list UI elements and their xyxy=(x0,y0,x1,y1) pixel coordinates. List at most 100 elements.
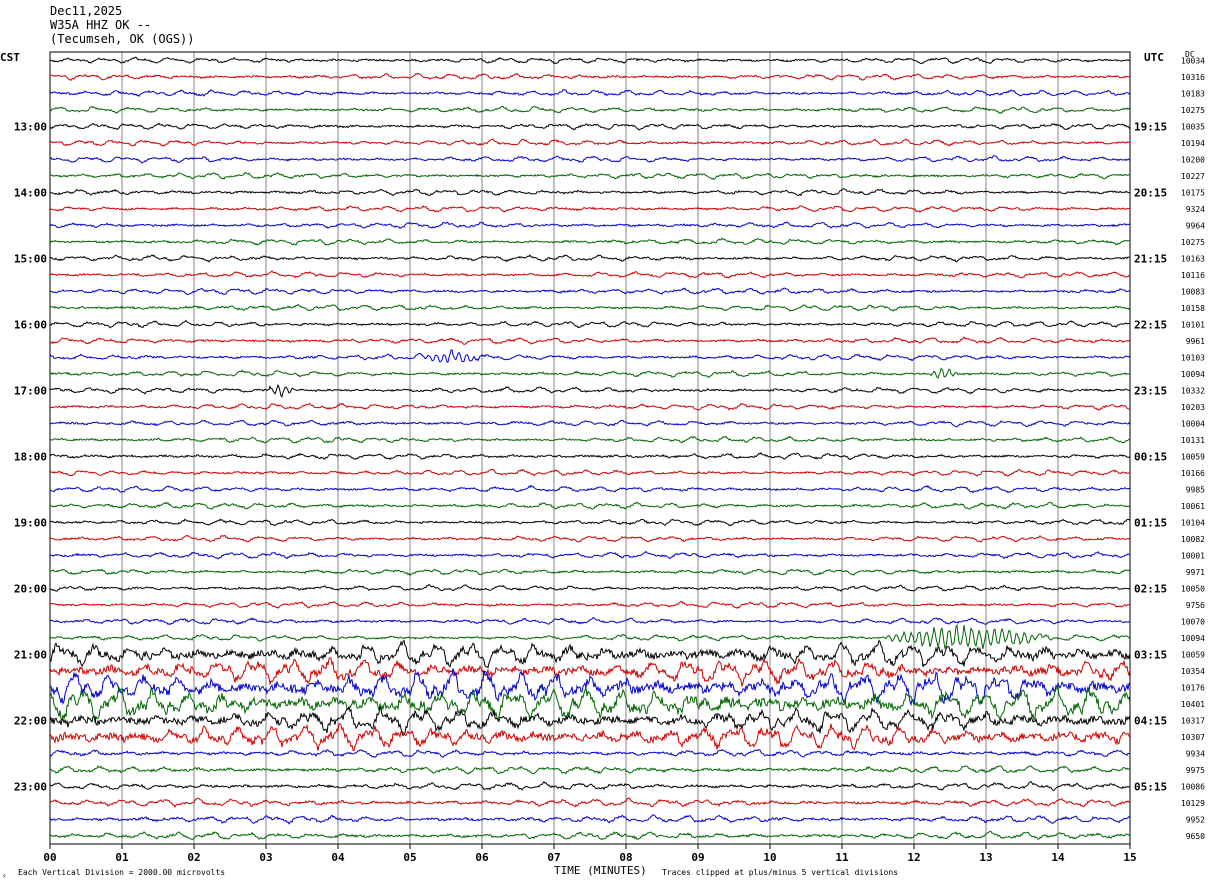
seismic-trace xyxy=(49,600,1131,610)
dc-offset-label: 10034 xyxy=(1181,56,1205,65)
seismic-trace xyxy=(50,765,1131,775)
dc-offset-label: 10059 xyxy=(1181,650,1205,659)
dc-offset-label: 10101 xyxy=(1181,320,1205,329)
corner-mark-icon: ‹ xyxy=(2,871,7,880)
left-hour-label: 14:00 xyxy=(14,186,47,199)
dc-offset-label: 10094 xyxy=(1181,370,1205,379)
seismic-trace xyxy=(49,623,1131,650)
left-hour-label: 17:00 xyxy=(14,384,47,397)
seismic-trace xyxy=(49,704,1131,737)
left-hour-label: 23:00 xyxy=(14,780,47,793)
seismic-trace xyxy=(49,367,1130,379)
seismic-trace xyxy=(49,685,1131,723)
label-group: 00 01 02 03 04 05 06 07 08 09 10 11 12 13 14 15 10034 103… xyxy=(14,56,1205,864)
dc-offset-label: 10004 xyxy=(1181,419,1205,428)
seismic-trace xyxy=(49,668,1131,707)
seismic-trace xyxy=(50,568,1131,577)
seismic-trace xyxy=(49,501,1131,510)
dc-offset-label: 9971 xyxy=(1186,568,1205,577)
dc-column-label: DC xyxy=(1185,50,1195,59)
grid-lines xyxy=(49,52,1131,849)
x-tick-label: 05 xyxy=(403,851,416,864)
dc-offset-label: 10001 xyxy=(1181,551,1205,560)
seismic-trace xyxy=(49,254,1131,263)
right-hour-label: 23:15 xyxy=(1134,384,1167,397)
seismic-trace xyxy=(49,419,1131,428)
right-hour-label: 03:15 xyxy=(1134,648,1167,661)
dc-offset-label: 9964 xyxy=(1186,221,1205,230)
seismic-trace xyxy=(49,451,1131,461)
dc-offset-label: 10061 xyxy=(1181,502,1205,511)
dc-offset-label: 10176 xyxy=(1181,683,1205,692)
dc-offset-label: 10083 xyxy=(1181,287,1205,296)
right-hour-label: 20:15 xyxy=(1134,186,1167,199)
right-hour-label: 02:15 xyxy=(1134,582,1167,595)
seismic-trace xyxy=(49,56,1131,65)
x-tick-label: 09 xyxy=(691,851,704,864)
x-tick-label: 01 xyxy=(115,851,129,864)
left-hour-label: 20:00 xyxy=(14,582,47,595)
seismic-trace xyxy=(49,780,1131,792)
seismic-trace xyxy=(49,138,1131,147)
right-hour-label: 01:15 xyxy=(1134,516,1167,529)
x-axis-title: TIME (MINUTES) xyxy=(554,864,647,877)
x-tick-label: 07 xyxy=(547,851,560,864)
seismic-trace xyxy=(49,270,1131,279)
header-station: W35A HHZ OK -- xyxy=(50,18,152,32)
seismic-trace xyxy=(49,830,1130,841)
dc-offset-label: 10094 xyxy=(1181,634,1205,643)
right-hour-label: 19:15 xyxy=(1134,120,1167,133)
seismic-trace xyxy=(49,383,1131,398)
dc-offset-label: 10401 xyxy=(1181,700,1205,709)
x-tick-label: 04 xyxy=(331,851,345,864)
header-date: Dec11,2025 xyxy=(50,4,123,18)
dc-offset-label: 9985 xyxy=(1186,485,1205,494)
x-tick-label: 13 xyxy=(979,851,992,864)
x-tick-label: 03 xyxy=(259,851,272,864)
dc-offset-label: 10227 xyxy=(1181,172,1205,181)
seismic-trace xyxy=(49,534,1131,543)
seismic-trace xyxy=(49,402,1131,411)
right-hour-label: 00:15 xyxy=(1134,450,1167,463)
seismic-trace xyxy=(49,657,1131,688)
dc-offset-label: 10183 xyxy=(1181,89,1205,98)
dc-offset-label: 10070 xyxy=(1181,617,1205,626)
right-timezone-label: UTC xyxy=(1144,51,1164,64)
seismic-trace xyxy=(49,639,1131,669)
x-tick-label: 08 xyxy=(619,851,632,864)
seismic-trace xyxy=(49,723,1131,752)
dc-offset-label: 9961 xyxy=(1186,337,1205,346)
dc-offset-label: 10086 xyxy=(1181,782,1205,791)
dc-offset-label: 10317 xyxy=(1181,716,1205,725)
dc-offset-label: 10316 xyxy=(1181,73,1205,82)
scale-note: Each Vertical Division = 2000.00 microvo… xyxy=(18,868,225,877)
seismic-trace xyxy=(49,748,1131,758)
seismic-trace xyxy=(49,336,1131,345)
seismic-trace xyxy=(49,287,1131,296)
left-hour-label: 22:00 xyxy=(14,714,47,727)
dc-offset-label: 10103 xyxy=(1181,353,1205,362)
seismic-trace xyxy=(49,237,1131,246)
right-hour-label: 04:15 xyxy=(1134,714,1167,727)
seismic-trace xyxy=(49,172,1131,181)
right-hour-label: 05:15 xyxy=(1134,780,1167,793)
x-tick-label: 12 xyxy=(907,851,920,864)
left-hour-label: 16:00 xyxy=(14,318,47,331)
right-hour-label: 21:15 xyxy=(1134,252,1167,265)
x-tick-label: 06 xyxy=(475,851,489,864)
dc-offset-label: 9975 xyxy=(1186,766,1205,775)
dc-offset-label: 10194 xyxy=(1181,139,1205,148)
dc-offset-label: 10166 xyxy=(1181,469,1205,478)
seismic-trace xyxy=(49,583,1131,592)
dc-offset-label: 10354 xyxy=(1181,667,1205,676)
dc-offset-label: 10203 xyxy=(1181,403,1205,412)
left-hour-label: 15:00 xyxy=(14,252,47,265)
seismic-trace xyxy=(49,221,1131,230)
right-hour-label: 22:15 xyxy=(1134,318,1167,331)
seismic-trace xyxy=(49,89,1131,98)
plot-frame xyxy=(49,51,1131,845)
dc-offset-label: 9952 xyxy=(1186,815,1205,824)
dc-offset-label: 10116 xyxy=(1181,271,1205,280)
dc-offset-label: 9934 xyxy=(1186,749,1205,758)
dc-offset-label: 9324 xyxy=(1186,205,1205,214)
